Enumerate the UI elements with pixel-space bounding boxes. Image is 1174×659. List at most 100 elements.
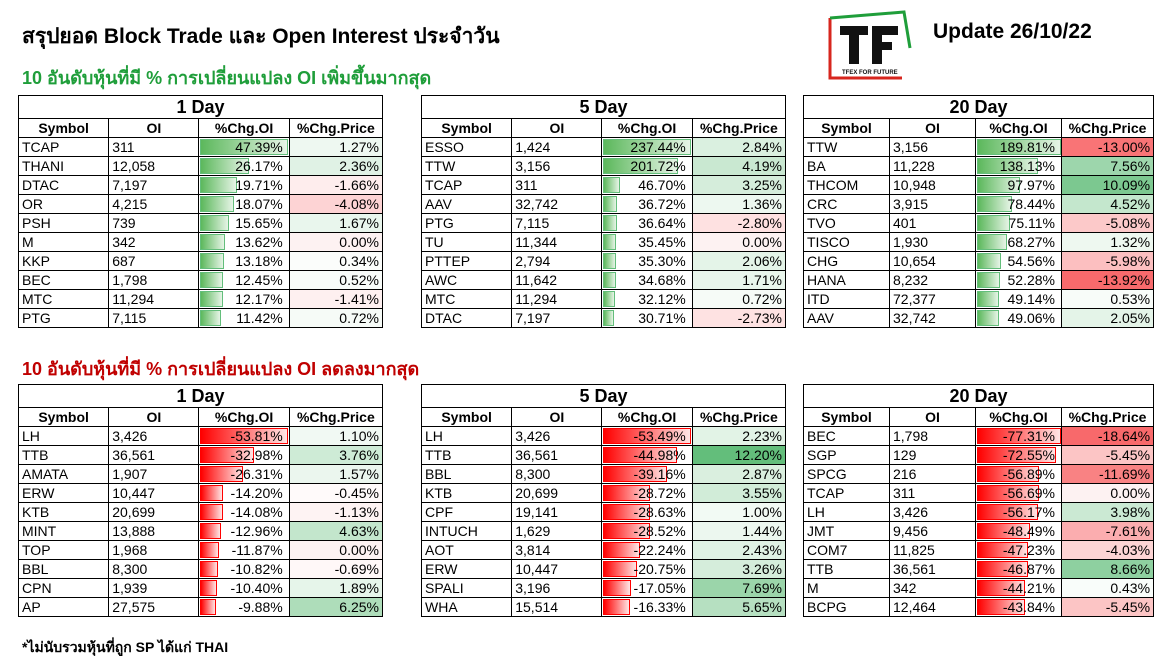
chg-oi-value: 54.56% xyxy=(1007,252,1055,269)
cell-oi: 72,377 xyxy=(889,289,976,309)
cell-symbol: M xyxy=(17,232,110,252)
cell-chg-price: -2.73% xyxy=(691,308,787,328)
chg-oi-data-bar xyxy=(603,428,692,444)
cell-symbol: HANA xyxy=(803,270,890,290)
cell-oi: 10,654 xyxy=(889,251,976,271)
table-row: LH 3,426 -53.81% 1.10% xyxy=(17,426,384,446)
cell-symbol: MTC xyxy=(17,289,110,309)
cell-chg-oi: 30.71% xyxy=(601,308,693,328)
cell-symbol: M xyxy=(803,578,890,598)
chg-oi-data-bar xyxy=(977,253,1001,269)
chg-oi-value: 13.18% xyxy=(235,252,283,269)
chg-oi-value: 138.13% xyxy=(999,157,1055,174)
cell-symbol: TTB xyxy=(803,559,890,579)
chg-oi-value: -77.31% xyxy=(1002,427,1055,444)
table-row: M 342 -44.21% 0.43% xyxy=(803,578,1155,598)
chg-oi-data-bar xyxy=(603,447,678,463)
cell-chg-price: 2.05% xyxy=(1060,308,1155,328)
cell-oi: 12,464 xyxy=(889,597,976,617)
cell-symbol: BBL xyxy=(420,464,513,484)
table-row: KTB 20,699 -28.72% 3.55% xyxy=(420,483,787,503)
cell-symbol: AAV xyxy=(803,308,890,328)
cell-oi: 4,215 xyxy=(108,194,200,214)
cell-oi: 342 xyxy=(108,232,200,252)
cell-chg-oi: -20.75% xyxy=(601,559,693,579)
chg-oi-value: 189.81% xyxy=(999,138,1055,155)
cell-oi: 1,424 xyxy=(511,137,603,157)
cell-symbol: KTB xyxy=(420,483,513,503)
cell-chg-price: 1.71% xyxy=(691,270,787,290)
cell-chg-price: -4.08% xyxy=(288,194,384,214)
table-row: BBL 8,300 -10.82% -0.69% xyxy=(17,559,384,579)
cell-symbol: THANI xyxy=(17,156,110,176)
cell-symbol: BEC xyxy=(17,270,110,290)
chg-oi-data-bar xyxy=(200,580,218,596)
cell-chg-oi: -77.31% xyxy=(975,426,1062,446)
chg-oi-data-bar xyxy=(603,485,651,501)
chg-oi-data-bar xyxy=(603,466,668,482)
chg-oi-data-bar xyxy=(603,310,615,326)
cell-oi: 36,561 xyxy=(511,445,603,465)
table-period-title: 20 Day xyxy=(802,384,1155,408)
cell-chg-price: 4.63% xyxy=(288,521,384,541)
chg-oi-data-bar xyxy=(603,158,679,174)
chg-oi-data-bar xyxy=(977,504,1038,520)
update-date: Update 26/10/22 xyxy=(933,20,1092,43)
chg-oi-data-bar xyxy=(977,561,1028,577)
cell-chg-price: 2.06% xyxy=(691,251,787,271)
cell-chg-price: -1.13% xyxy=(288,502,384,522)
chg-oi-value: -26.31% xyxy=(230,465,283,482)
cell-chg-price: 0.00% xyxy=(1060,483,1155,503)
oi-table-down-4: 5 Day Symbol OI %Chg.OI %Chg.Price LH 3,426 -53… xyxy=(420,384,787,617)
column-header-oi: OI xyxy=(511,407,603,427)
cell-chg-price: 8.66% xyxy=(1060,559,1155,579)
cell-chg-price: 0.43% xyxy=(1060,578,1155,598)
cell-chg-oi: -53.81% xyxy=(198,426,290,446)
cell-chg-price: 12.20% xyxy=(691,445,787,465)
column-header-symbol: Symbol xyxy=(17,407,110,427)
cell-chg-oi: 49.06% xyxy=(975,308,1062,328)
cell-symbol: CHG xyxy=(803,251,890,271)
chg-oi-value: 19.71% xyxy=(235,176,283,193)
cell-chg-price: 4.19% xyxy=(691,156,787,176)
chg-oi-data-bar xyxy=(200,291,224,307)
table-row: KTB 20,699 -14.08% -1.13% xyxy=(17,502,384,522)
cell-oi: 129 xyxy=(889,445,976,465)
chg-oi-data-bar xyxy=(977,158,1038,174)
column-header-chg-oi: %Chg.OI xyxy=(975,118,1062,138)
cell-chg-oi: -10.40% xyxy=(198,578,290,598)
cell-symbol: PTG xyxy=(420,213,513,233)
cell-chg-price: 0.34% xyxy=(288,251,384,271)
column-header-chg-oi: %Chg.OI xyxy=(601,407,693,427)
table-row: SGP 129 -72.55% -5.45% xyxy=(803,445,1155,465)
chg-oi-value: -53.49% xyxy=(633,427,686,444)
chg-oi-data-bar xyxy=(977,291,999,307)
column-header-chg-oi: %Chg.OI xyxy=(198,407,290,427)
cell-oi: 311 xyxy=(511,175,603,195)
chg-oi-data-bar xyxy=(977,523,1030,539)
cell-oi: 1,798 xyxy=(108,270,200,290)
cell-chg-oi: -47.23% xyxy=(975,540,1062,560)
table-row: ERW 10,447 -14.20% -0.45% xyxy=(17,483,384,503)
table-row: DTAC 7,197 30.71% -2.73% xyxy=(420,308,787,328)
decrease-heading: 10 อันดับหุ้นที่มี % การเปลี่ยนแปลง OI ล… xyxy=(22,359,420,379)
cell-symbol: KKP xyxy=(17,251,110,271)
chg-oi-value: 32.12% xyxy=(638,290,686,307)
column-header-symbol: Symbol xyxy=(17,118,110,138)
cell-chg-oi: -16.33% xyxy=(601,597,693,617)
cell-chg-oi: -17.05% xyxy=(601,578,693,598)
cell-chg-price: 10.09% xyxy=(1060,175,1155,195)
chg-oi-value: 52.28% xyxy=(1007,271,1055,288)
cell-oi: 342 xyxy=(889,578,976,598)
chg-oi-data-bar xyxy=(977,196,1012,212)
increase-heading: 10 อันดับหุ้นที่มี % การเปลี่ยนแปลง OI เ… xyxy=(22,68,432,88)
chg-oi-data-bar xyxy=(603,272,617,288)
cell-oi: 12,058 xyxy=(108,156,200,176)
table-row: THCOM 10,948 97.97% 10.09% xyxy=(803,175,1155,195)
cell-oi: 216 xyxy=(889,464,976,484)
cell-symbol: TTB xyxy=(420,445,513,465)
cell-chg-oi: -56.17% xyxy=(975,502,1062,522)
chg-oi-value: -22.24% xyxy=(633,541,686,558)
table-row: PSH 739 15.65% 1.67% xyxy=(17,213,384,233)
cell-symbol: ERW xyxy=(420,559,513,579)
